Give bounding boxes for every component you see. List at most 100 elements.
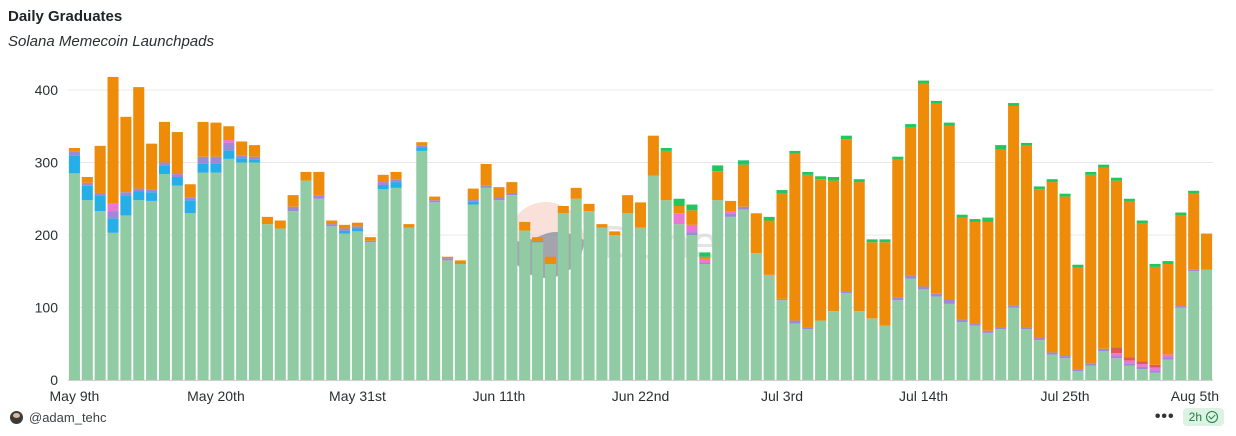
bar-segment[interactable] xyxy=(943,303,955,381)
bar-segment[interactable] xyxy=(570,187,582,199)
bar-segment[interactable] xyxy=(364,237,376,241)
bar-segment[interactable] xyxy=(943,299,955,304)
bar-segment[interactable] xyxy=(171,177,183,186)
bar-segment[interactable] xyxy=(1059,356,1071,359)
bar-segment[interactable] xyxy=(776,193,788,299)
bar-segment[interactable] xyxy=(634,202,647,228)
bar-segment[interactable] xyxy=(995,329,1007,380)
bar-segment[interactable] xyxy=(506,182,518,193)
bar-segment[interactable] xyxy=(840,293,852,380)
bar-segment[interactable] xyxy=(1123,198,1135,202)
bar-segment[interactable] xyxy=(969,325,981,381)
bar-segment[interactable] xyxy=(94,211,106,380)
bar-segment[interactable] xyxy=(68,148,80,152)
bar-segment[interactable] xyxy=(1046,182,1058,353)
bar-segment[interactable] xyxy=(982,332,994,381)
bar-segment[interactable] xyxy=(390,187,402,381)
bar-segment[interactable] xyxy=(1033,340,1045,381)
bar-segment[interactable] xyxy=(686,210,698,225)
bar-segment[interactable] xyxy=(377,182,389,185)
bar-segment[interactable] xyxy=(339,224,351,229)
bar-segment[interactable] xyxy=(544,256,556,264)
bar-segment[interactable] xyxy=(364,240,376,243)
bar-segment[interactable] xyxy=(956,214,968,218)
bar-segment[interactable] xyxy=(184,213,196,380)
bar-segment[interactable] xyxy=(892,297,904,301)
bar-segment[interactable] xyxy=(956,319,968,322)
bar-segment[interactable] xyxy=(1110,347,1123,354)
bar-segment[interactable] xyxy=(68,173,80,381)
bar-segment[interactable] xyxy=(1136,361,1148,365)
bar-segment[interactable] xyxy=(532,240,544,243)
bar-segment[interactable] xyxy=(557,206,569,214)
bar-segment[interactable] xyxy=(274,228,286,380)
bar-segment[interactable] xyxy=(827,177,840,181)
bar-segment[interactable] xyxy=(480,185,492,188)
bar-segment[interactable] xyxy=(866,239,878,243)
bar-segment[interactable] xyxy=(146,200,158,380)
bar-segment[interactable] xyxy=(892,156,904,160)
bar-segment[interactable] xyxy=(1059,196,1071,357)
bar-segment[interactable] xyxy=(81,185,93,201)
bar-segment[interactable] xyxy=(1162,359,1174,380)
bar-segment[interactable] xyxy=(1085,365,1097,381)
bar-segment[interactable] xyxy=(1008,105,1020,306)
bar-segment[interactable] xyxy=(223,158,235,381)
bar-segment[interactable] xyxy=(1020,142,1032,146)
bar-segment[interactable] xyxy=(313,198,325,380)
bar-segment[interactable] xyxy=(313,195,325,199)
bar-segment[interactable] xyxy=(712,171,724,201)
bar-segment[interactable] xyxy=(133,87,145,189)
bar-segment[interactable] xyxy=(81,177,93,183)
bar-segment[interactable] xyxy=(274,220,286,229)
bar-segment[interactable] xyxy=(802,171,814,175)
bar-segment[interactable] xyxy=(1149,370,1161,373)
bar-segment[interactable] xyxy=(853,311,865,381)
bar-segment[interactable] xyxy=(918,289,930,381)
bar-segment[interactable] xyxy=(133,188,145,192)
bar-segment[interactable] xyxy=(326,220,338,225)
bar-segment[interactable] xyxy=(982,221,994,331)
bar-segment[interactable] xyxy=(930,103,942,294)
bar-segment[interactable] xyxy=(750,213,762,254)
bar-segment[interactable] xyxy=(1149,364,1161,368)
bar-segment[interactable] xyxy=(905,124,917,127)
bar-segment[interactable] xyxy=(789,323,801,380)
bar-segment[interactable] xyxy=(1188,190,1200,194)
bar-segment[interactable] xyxy=(1098,348,1110,351)
bar-segment[interactable] xyxy=(429,200,441,203)
bar-segment[interactable] xyxy=(416,148,428,151)
bar-segment[interactable] xyxy=(1033,186,1045,190)
bar-segment[interactable] xyxy=(377,184,389,190)
bar-segment[interactable] xyxy=(1085,363,1097,366)
bar-segment[interactable] xyxy=(866,242,878,319)
bar-segment[interactable] xyxy=(351,222,363,227)
bar-segment[interactable] xyxy=(1136,364,1148,367)
bar-segment[interactable] xyxy=(236,155,248,159)
bar-segment[interactable] xyxy=(879,242,891,326)
bar-segment[interactable] xyxy=(969,323,981,326)
bar-segment[interactable] xyxy=(1136,223,1148,362)
bar-segment[interactable] xyxy=(351,228,363,232)
bar-segment[interactable] xyxy=(339,230,351,234)
bar-segment[interactable] xyxy=(454,260,466,265)
bar-segment[interactable] xyxy=(313,171,325,196)
bar-segment[interactable] xyxy=(1072,371,1084,380)
bar-segment[interactable] xyxy=(1136,220,1148,224)
bar-segment[interactable] xyxy=(467,199,479,202)
bar-segment[interactable] xyxy=(699,252,711,257)
bar-segment[interactable] xyxy=(287,206,299,212)
bar-segment[interactable] xyxy=(943,125,955,300)
bar-segment[interactable] xyxy=(699,258,711,263)
bar-segment[interactable] xyxy=(918,80,930,84)
bar-segment[interactable] xyxy=(441,258,454,261)
bar-segment[interactable] xyxy=(467,204,479,380)
bar-segment[interactable] xyxy=(1123,201,1135,358)
bar-segment[interactable] xyxy=(1020,327,1032,330)
author-credit[interactable]: @adam_tehc xyxy=(10,410,107,425)
bar-segment[interactable] xyxy=(1162,264,1174,355)
bar-segment[interactable] xyxy=(403,227,415,380)
bar-segment[interactable] xyxy=(647,135,659,176)
bar-segment[interactable] xyxy=(725,216,737,381)
bar-segment[interactable] xyxy=(390,171,402,180)
